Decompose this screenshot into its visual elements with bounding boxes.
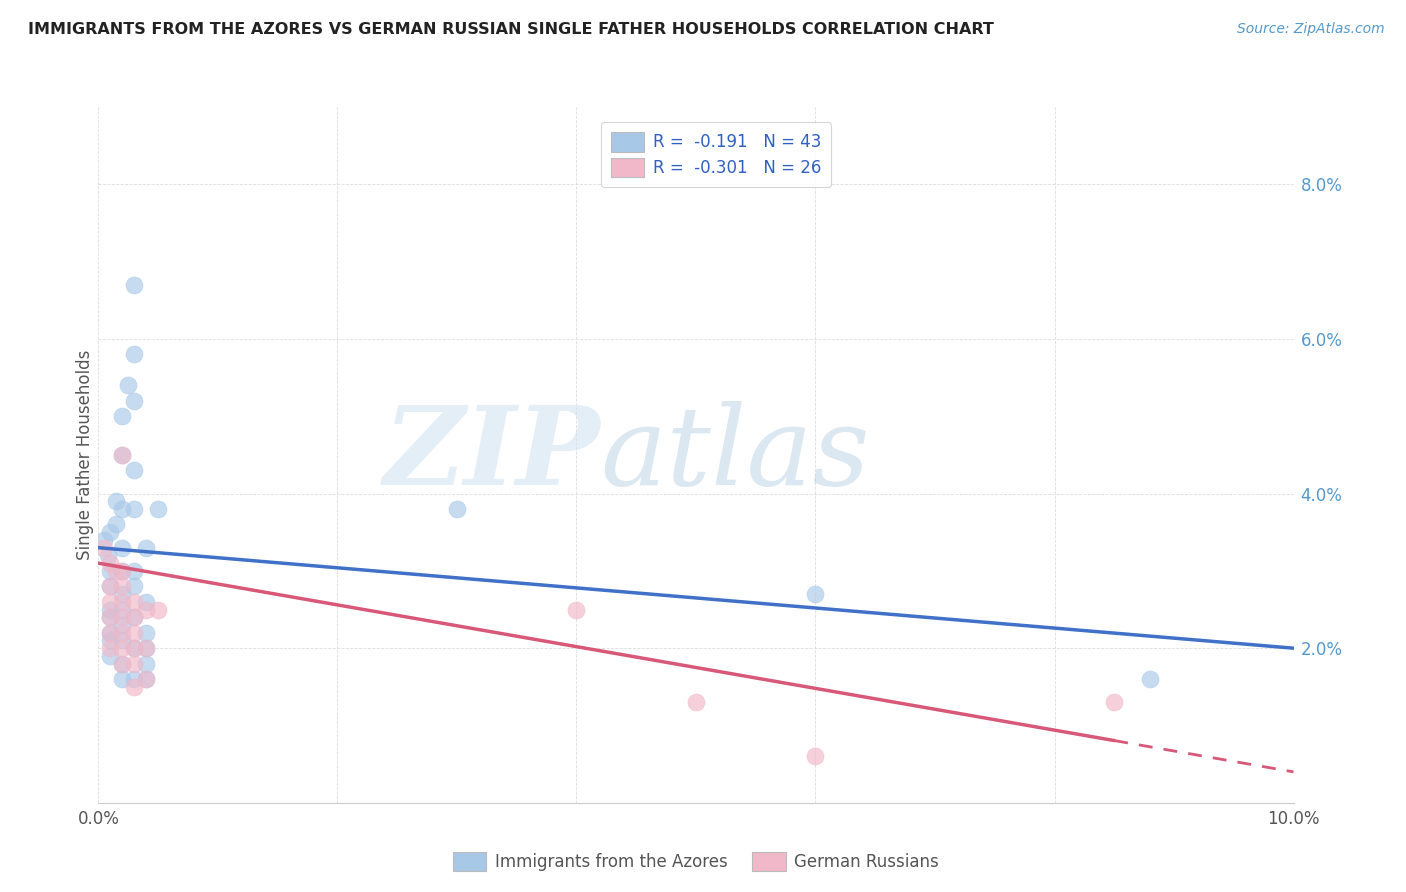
- Point: [105, 494, 128, 508]
- Text: ZIP: ZIP: [384, 401, 600, 508]
- Point: [124, 657, 146, 671]
- Point: [111, 657, 134, 671]
- Point: [148, 502, 170, 516]
- Point: [98, 556, 122, 570]
- Text: IMMIGRANTS FROM THE AZORES VS GERMAN RUSSIAN SINGLE FATHER HOUSEHOLDS CORRELATIO: IMMIGRANTS FROM THE AZORES VS GERMAN RUS…: [28, 22, 994, 37]
- Point: [135, 657, 157, 671]
- Point: [98, 610, 122, 624]
- Point: [124, 641, 146, 656]
- Point: [1139, 672, 1161, 686]
- Point: [98, 564, 122, 578]
- Point: [804, 749, 827, 764]
- Point: [124, 672, 146, 686]
- Point: [135, 602, 157, 616]
- Point: [111, 564, 134, 578]
- Point: [117, 378, 139, 392]
- Point: [124, 277, 146, 292]
- Point: [98, 641, 122, 656]
- Point: [93, 533, 115, 547]
- Point: [98, 610, 122, 624]
- Point: [124, 680, 146, 694]
- Point: [111, 448, 134, 462]
- Point: [111, 587, 134, 601]
- Point: [124, 641, 146, 656]
- Point: [105, 564, 128, 578]
- Point: [98, 625, 122, 640]
- Point: [124, 502, 146, 516]
- Point: [98, 525, 122, 540]
- Point: [105, 517, 128, 532]
- Point: [111, 564, 134, 578]
- Point: [124, 610, 146, 624]
- Point: [93, 541, 115, 555]
- Text: atlas: atlas: [600, 401, 870, 508]
- Point: [97, 549, 120, 563]
- Text: Source: ZipAtlas.com: Source: ZipAtlas.com: [1237, 22, 1385, 37]
- Point: [111, 502, 134, 516]
- Point: [135, 625, 157, 640]
- Point: [135, 541, 157, 555]
- Point: [111, 595, 134, 609]
- Point: [124, 595, 146, 609]
- Point: [124, 625, 146, 640]
- Point: [124, 564, 146, 578]
- Point: [804, 587, 827, 601]
- Point: [1104, 695, 1126, 709]
- Point: [111, 610, 134, 624]
- Point: [148, 602, 170, 616]
- Point: [124, 610, 146, 624]
- Point: [135, 641, 157, 656]
- Point: [124, 579, 146, 593]
- Point: [111, 602, 134, 616]
- Point: [111, 625, 134, 640]
- Point: [98, 633, 122, 648]
- Point: [111, 448, 134, 462]
- Point: [98, 602, 122, 616]
- Point: [135, 595, 157, 609]
- Point: [124, 463, 146, 477]
- Point: [98, 625, 122, 640]
- Point: [135, 672, 157, 686]
- Point: [111, 541, 134, 555]
- Point: [111, 633, 134, 648]
- Point: [124, 347, 146, 361]
- Point: [111, 641, 134, 656]
- Point: [111, 579, 134, 593]
- Point: [135, 672, 157, 686]
- Point: [135, 641, 157, 656]
- Point: [98, 579, 122, 593]
- Point: [111, 657, 134, 671]
- Point: [565, 602, 588, 616]
- Point: [446, 502, 468, 516]
- Point: [111, 618, 134, 632]
- Point: [98, 579, 122, 593]
- Y-axis label: Single Father Households: Single Father Households: [76, 350, 94, 560]
- Legend: Immigrants from the Azores, German Russians: Immigrants from the Azores, German Russi…: [446, 846, 946, 878]
- Point: [111, 409, 134, 424]
- Point: [685, 695, 707, 709]
- Point: [111, 672, 134, 686]
- Point: [124, 393, 146, 408]
- Point: [98, 595, 122, 609]
- Point: [98, 648, 122, 663]
